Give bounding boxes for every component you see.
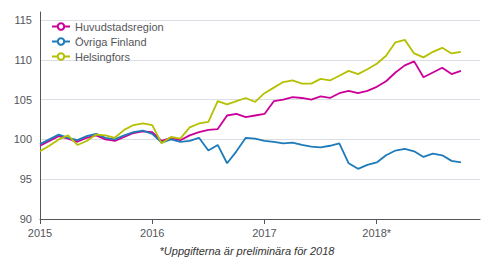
svg-text:105: 105 (14, 94, 32, 106)
svg-text:2016: 2016 (140, 227, 164, 239)
svg-text:*Uppgifterna är preliminära fö: *Uppgifterna är preliminära för 2018 (160, 245, 336, 257)
svg-text:110: 110 (14, 54, 32, 66)
svg-text:95: 95 (20, 173, 32, 185)
svg-text:Huvudstadsregion: Huvudstadsregion (75, 21, 164, 33)
svg-text:115: 115 (14, 14, 32, 26)
svg-text:90: 90 (20, 213, 32, 225)
svg-text:Övriga Finland: Övriga Finland (75, 36, 147, 48)
svg-text:2017: 2017 (252, 227, 276, 239)
svg-text:2018*: 2018* (362, 227, 391, 239)
svg-text:Helsingfors: Helsingfors (75, 51, 131, 63)
svg-text:100: 100 (14, 133, 32, 145)
svg-text:2015: 2015 (28, 227, 52, 239)
